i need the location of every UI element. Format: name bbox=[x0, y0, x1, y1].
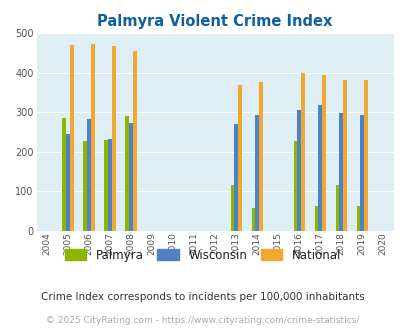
Title: Palmyra Violent Crime Index: Palmyra Violent Crime Index bbox=[97, 14, 332, 29]
Bar bbox=[66, 134, 70, 231]
Bar bbox=[129, 123, 133, 231]
Text: © 2025 CityRating.com - https://www.cityrating.com/crime-statistics/: © 2025 CityRating.com - https://www.city… bbox=[46, 316, 359, 325]
Bar bbox=[301, 73, 304, 231]
Bar bbox=[342, 80, 346, 231]
Bar bbox=[104, 140, 108, 231]
Bar bbox=[318, 106, 321, 231]
Bar bbox=[70, 45, 74, 231]
Bar bbox=[314, 207, 318, 231]
Bar bbox=[230, 185, 234, 231]
Legend: Palmyra, Wisconsin, National: Palmyra, Wisconsin, National bbox=[60, 244, 345, 266]
Bar bbox=[108, 139, 112, 231]
Bar bbox=[62, 118, 66, 231]
Bar bbox=[251, 208, 255, 231]
Bar bbox=[321, 75, 325, 231]
Bar bbox=[363, 80, 367, 231]
Bar bbox=[356, 207, 360, 231]
Bar bbox=[339, 113, 342, 231]
Bar bbox=[296, 110, 301, 231]
Bar bbox=[234, 124, 237, 231]
Bar bbox=[83, 141, 87, 231]
Bar bbox=[360, 115, 363, 231]
Bar bbox=[293, 141, 296, 231]
Bar bbox=[91, 44, 94, 231]
Bar bbox=[133, 51, 136, 231]
Bar bbox=[335, 185, 339, 231]
Bar bbox=[258, 82, 262, 231]
Bar bbox=[255, 115, 258, 231]
Bar bbox=[237, 85, 241, 231]
Bar bbox=[112, 46, 115, 231]
Bar bbox=[87, 119, 91, 231]
Bar bbox=[125, 116, 129, 231]
Text: Crime Index corresponds to incidents per 100,000 inhabitants: Crime Index corresponds to incidents per… bbox=[41, 292, 364, 302]
